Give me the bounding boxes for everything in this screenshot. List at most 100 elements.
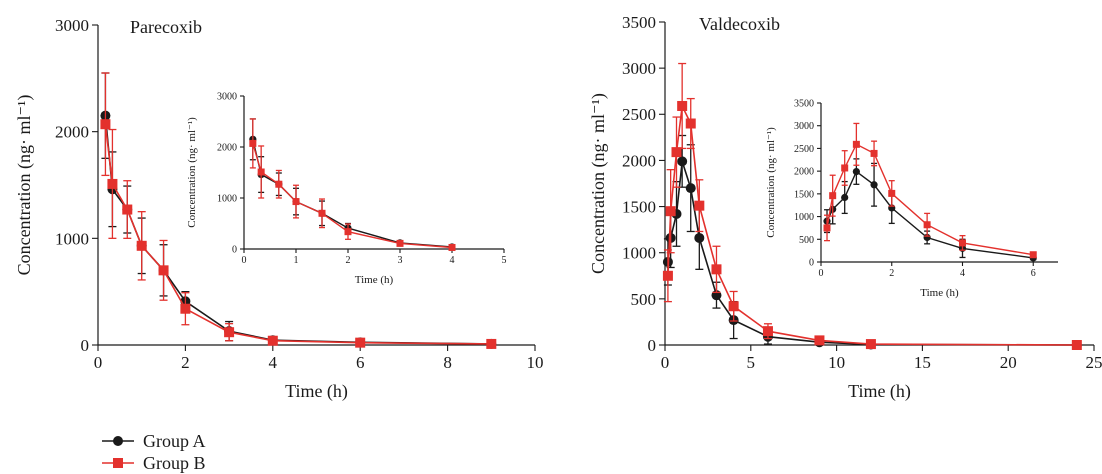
data-point: [870, 149, 878, 157]
x-tick-label: 5: [502, 255, 507, 266]
data-point: [841, 193, 849, 202]
chart-valdecoxib-inset: 0 2 4 6 0 500 1000 1500 2000 2500 3000 3500 Time (h)…: [765, 99, 1058, 299]
x-tick-label: 6: [356, 353, 365, 372]
y-tick-label: 3500: [622, 13, 656, 32]
x-tick-label: 25: [1086, 353, 1102, 372]
y-tick-label: 0: [232, 245, 237, 256]
data-point: [486, 338, 497, 349]
data-point: [344, 228, 352, 236]
y-tick-label: 500: [631, 290, 657, 309]
y-tick-label: 1000: [217, 194, 237, 205]
legend-item-group-a: Group A: [102, 431, 206, 451]
y-axis-label: Concentration (ng· ml⁻¹): [588, 93, 609, 274]
data-point: [694, 200, 705, 211]
data-point: [665, 206, 676, 217]
series-group-b: [823, 122, 1037, 259]
series-line: [252, 139, 453, 248]
y-tick-label: 0: [81, 336, 90, 355]
series-group-b: [249, 118, 456, 251]
x-tick-label: 5: [747, 353, 756, 372]
y-tick-label: 2000: [622, 151, 656, 170]
data-point: [671, 147, 682, 158]
data-point: [100, 119, 111, 130]
x-tick-label: 2: [889, 268, 894, 279]
data-point: [249, 139, 257, 147]
series-group-a: [823, 158, 1037, 262]
x-tick-label: 10: [527, 353, 544, 372]
data-point: [180, 303, 191, 314]
data-point: [267, 335, 278, 346]
data-point: [728, 301, 739, 312]
legend-label-group-a: Group A: [143, 431, 206, 451]
data-point: [292, 198, 300, 206]
data-point: [122, 204, 133, 215]
series-group-a: [662, 134, 1082, 350]
x-axis-label: Time (h): [355, 274, 394, 286]
chart-title: Parecoxib: [130, 17, 202, 37]
x-axis-label: Time (h): [920, 287, 959, 299]
series-group-a: [100, 72, 497, 349]
y-tick-label: 2500: [622, 105, 656, 124]
data-point: [275, 180, 283, 188]
data-point: [158, 265, 169, 276]
y-axis-label: Concentration (ng· ml⁻¹): [186, 117, 198, 228]
data-point: [814, 335, 825, 346]
x-tick-label: 4: [269, 353, 278, 372]
x-tick-label: 1: [294, 255, 299, 266]
x-tick-label: 20: [1000, 353, 1017, 372]
data-point: [107, 178, 118, 189]
y-tick-label: 3000: [622, 59, 656, 78]
y-tick-label: 0: [648, 336, 657, 355]
legend-label-group-b: Group B: [143, 453, 206, 473]
series-group-b: [662, 62, 1082, 350]
series-line: [104, 115, 492, 345]
data-point: [841, 164, 849, 172]
y-tick-label: 3000: [794, 121, 814, 132]
data-point: [685, 183, 696, 194]
data-point: [852, 167, 860, 176]
x-axis-label: Time (h): [285, 381, 348, 402]
data-point: [355, 337, 366, 348]
y-tick-label: 3500: [794, 99, 814, 110]
x-axis-label: Time (h): [848, 381, 911, 402]
data-point: [224, 327, 235, 338]
y-axis-label: Concentration (ng· ml⁻¹): [765, 127, 777, 238]
y-tick-label: 1000: [55, 229, 89, 248]
data-point: [677, 156, 688, 167]
y-tick-label: 2000: [217, 143, 237, 154]
y-tick-label: 1000: [622, 244, 656, 263]
x-tick-label: 0: [242, 255, 247, 266]
x-tick-label: 6: [1031, 268, 1036, 279]
data-point: [1071, 340, 1082, 350]
data-point: [829, 192, 837, 200]
legend-marker-group-a: [113, 436, 123, 446]
x-tick-label: 2: [346, 255, 351, 266]
y-tick-label: 1500: [794, 189, 814, 200]
data-point: [865, 339, 876, 350]
data-point: [1029, 251, 1037, 259]
data-point: [958, 239, 966, 247]
data-point: [870, 181, 878, 189]
data-point: [694, 232, 705, 243]
chart-title: Valdecoxib: [699, 14, 780, 34]
y-tick-label: 3000: [217, 92, 237, 103]
x-tick-label: 4: [960, 268, 965, 279]
x-tick-label: 0: [819, 268, 824, 279]
y-tick-label: 1000: [794, 212, 814, 223]
data-point: [685, 118, 696, 129]
y-tick-label: 3000: [55, 16, 89, 35]
series-group-b: [100, 72, 497, 349]
data-point: [762, 326, 773, 337]
data-point: [923, 221, 931, 229]
data-point: [318, 209, 326, 217]
data-point: [396, 239, 404, 247]
data-point: [677, 100, 688, 111]
y-axis-label: Concentration (ng· ml⁻¹): [14, 95, 35, 276]
x-tick-label: 10: [828, 353, 845, 372]
data-point: [823, 224, 831, 232]
series-line: [104, 124, 492, 345]
